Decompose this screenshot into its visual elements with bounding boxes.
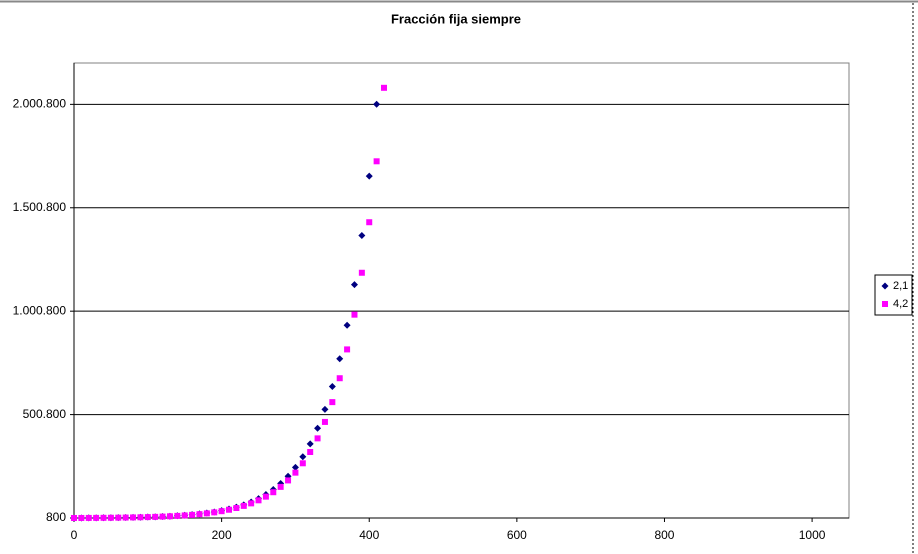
- point: [321, 405, 329, 413]
- point: [292, 469, 299, 476]
- point: [152, 513, 159, 520]
- point: [159, 513, 166, 520]
- point: [344, 346, 351, 353]
- point: [291, 463, 299, 471]
- y-tick-label: 500.800: [23, 407, 67, 421]
- point: [100, 514, 107, 521]
- point: [189, 511, 196, 518]
- legend-marker: [882, 301, 888, 307]
- y-tick-label: 1.500.800: [13, 200, 67, 214]
- point: [373, 100, 381, 108]
- y-tick-label: 2.000.800: [13, 97, 67, 111]
- point: [122, 514, 129, 521]
- plot-area: [73, 62, 850, 519]
- point: [336, 355, 344, 363]
- y-tick-label: 1.000.800: [13, 303, 67, 317]
- x-tick-label: 200: [212, 528, 232, 542]
- point: [299, 453, 307, 461]
- point: [262, 493, 269, 500]
- point: [381, 84, 387, 91]
- legend: [874, 274, 913, 316]
- point: [306, 440, 314, 448]
- point: [174, 512, 181, 519]
- point: [218, 508, 225, 515]
- point: [314, 424, 322, 432]
- point: [137, 514, 144, 521]
- point: [351, 311, 358, 318]
- point: [285, 477, 292, 484]
- point: [328, 382, 336, 390]
- point: [85, 514, 92, 521]
- point: [336, 375, 343, 382]
- point: [270, 489, 277, 496]
- point: [314, 435, 321, 442]
- point: [358, 232, 366, 240]
- point: [307, 448, 314, 455]
- point: [107, 514, 114, 521]
- point: [144, 514, 151, 521]
- chart-title: Fracción fija siempre: [391, 11, 521, 26]
- point: [233, 504, 240, 511]
- point: [365, 172, 373, 180]
- point: [366, 219, 373, 226]
- point: [248, 500, 255, 507]
- point: [321, 418, 328, 425]
- x-tick-label: 400: [359, 528, 379, 542]
- x-tick-label: 800: [654, 528, 674, 542]
- point: [343, 321, 351, 329]
- x-tick-label: 0: [71, 528, 78, 542]
- point: [181, 512, 188, 519]
- point: [211, 509, 218, 516]
- point: [240, 502, 247, 509]
- point: [203, 510, 210, 517]
- point: [78, 514, 85, 521]
- x-tick-label: 600: [507, 528, 527, 542]
- y-tick-label: 800: [46, 510, 66, 524]
- point: [130, 514, 137, 521]
- legend-marker: [881, 282, 889, 290]
- point: [299, 460, 306, 467]
- legend-label: 4,2: [893, 298, 908, 310]
- point: [71, 515, 77, 521]
- point: [358, 269, 365, 276]
- point: [277, 483, 284, 490]
- point: [350, 281, 358, 289]
- legend-label: 2,1: [893, 280, 908, 292]
- point: [255, 497, 262, 504]
- point: [329, 399, 336, 406]
- point: [93, 514, 100, 521]
- point: [373, 158, 380, 165]
- point: [115, 514, 122, 521]
- point: [196, 511, 203, 518]
- x-tick-label: 1000: [799, 528, 826, 542]
- point: [226, 506, 232, 513]
- point: [166, 513, 173, 520]
